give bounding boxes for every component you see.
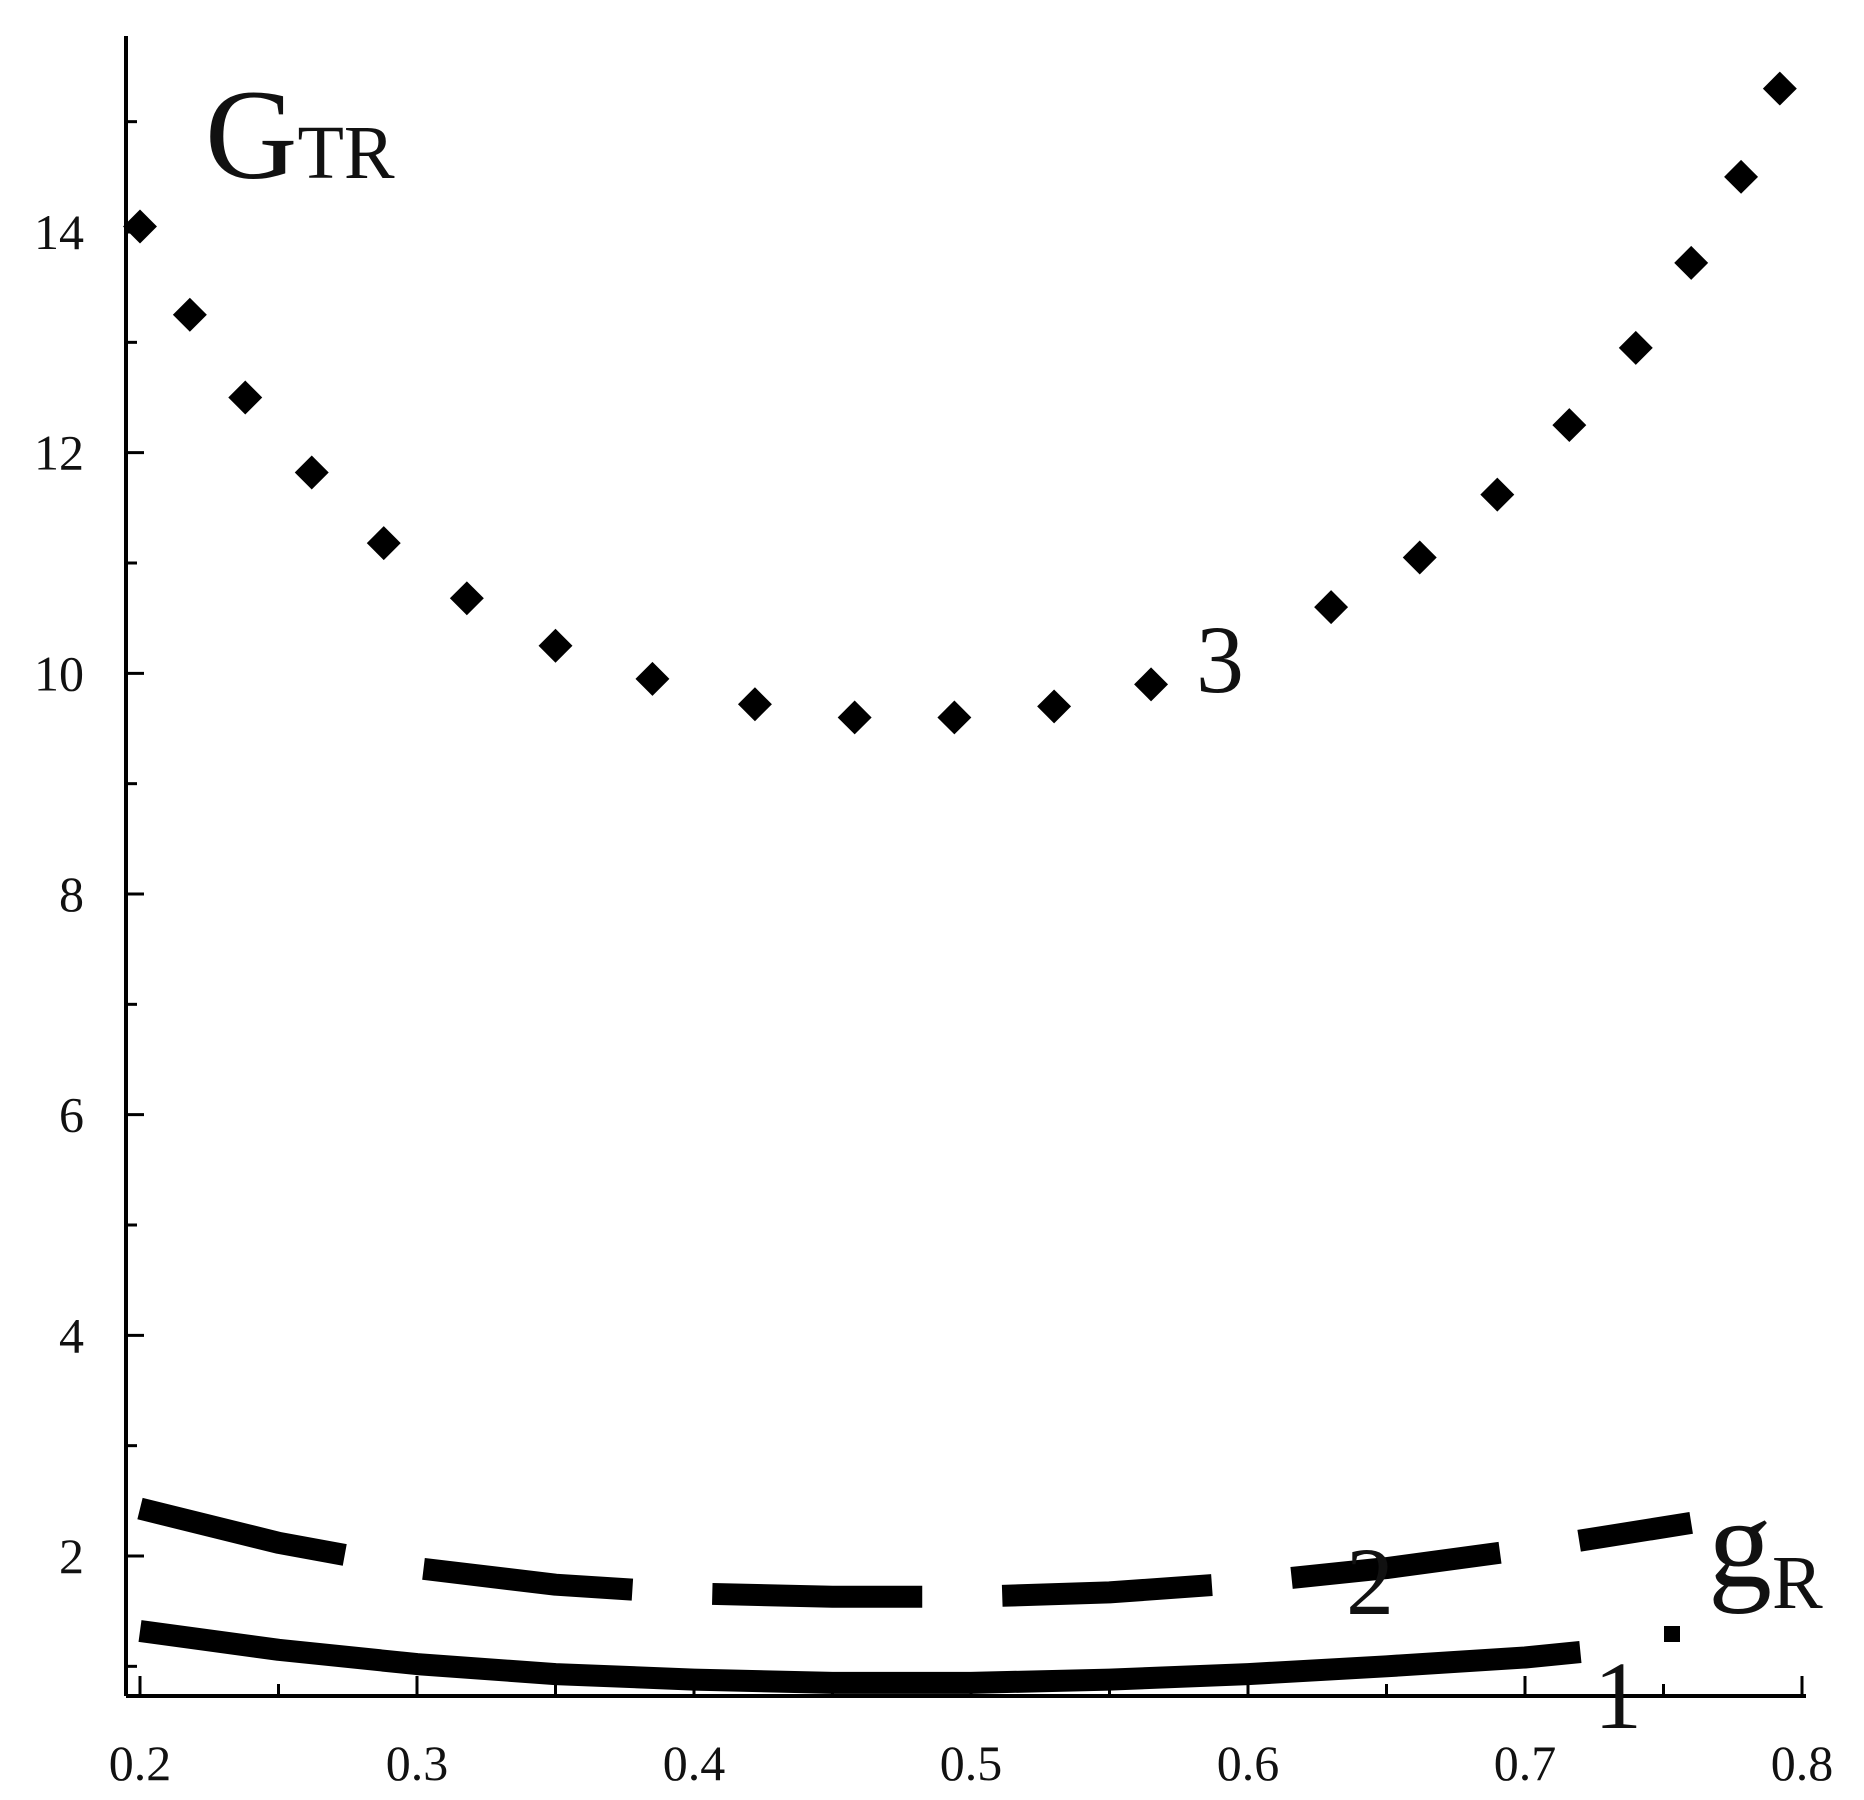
series-3-point bbox=[1724, 159, 1759, 194]
y-tick-label: 12 bbox=[34, 425, 84, 481]
x-tick-label: 0.4 bbox=[663, 1735, 726, 1791]
y-axis-title: GTR bbox=[205, 64, 395, 206]
series-3-point bbox=[228, 380, 263, 415]
series-3-point bbox=[449, 581, 484, 616]
series-3-point bbox=[937, 700, 972, 735]
series-3-point bbox=[635, 661, 670, 696]
series-3-point bbox=[1314, 590, 1349, 625]
series-3-point bbox=[1618, 330, 1653, 365]
curve-label-2: 2 bbox=[1346, 1528, 1394, 1635]
series-3-point bbox=[123, 209, 157, 244]
series-3-point bbox=[172, 297, 207, 332]
x-axis-title: gR bbox=[1708, 1472, 1823, 1625]
series-3-point bbox=[1480, 477, 1515, 512]
y-tick-label: 10 bbox=[34, 645, 84, 701]
series-3-point bbox=[1037, 689, 1072, 724]
series-3-point bbox=[1552, 408, 1587, 443]
series-3-point bbox=[837, 700, 872, 735]
axes bbox=[124, 36, 1806, 1698]
series-group bbox=[123, 71, 1797, 1694]
series-3-point bbox=[737, 687, 772, 722]
x-tick-label: 0.3 bbox=[386, 1735, 449, 1791]
x-tick-label: 0.2 bbox=[109, 1735, 172, 1791]
curve-label-1: 1 bbox=[1594, 1642, 1642, 1749]
series-2-line bbox=[137, 1497, 1693, 1608]
y-tick-label: 14 bbox=[34, 204, 84, 260]
series-3-point bbox=[1674, 245, 1709, 280]
y-axis-title-main: G bbox=[205, 64, 297, 206]
x-tick-label: 0.7 bbox=[1494, 1735, 1557, 1791]
series-3-point bbox=[366, 526, 401, 561]
y-tick-label: 6 bbox=[59, 1087, 84, 1143]
y-axis-title-sub: TR bbox=[297, 111, 394, 195]
x-axis-title-main: g bbox=[1708, 1472, 1772, 1614]
y-tick-label: 8 bbox=[59, 866, 84, 922]
x-tick-label: 0.5 bbox=[940, 1735, 1003, 1791]
series-3-point bbox=[1762, 71, 1797, 106]
curve-label-1-marker bbox=[1664, 1626, 1680, 1642]
series-3-point bbox=[1402, 540, 1437, 575]
x-axis-title-sub: R bbox=[1772, 1541, 1823, 1625]
y-tick-label: 2 bbox=[59, 1528, 84, 1584]
series-1-line bbox=[138, 1620, 1582, 1694]
curve-label-3: 3 bbox=[1196, 606, 1244, 713]
x-tick-label: 0.6 bbox=[1217, 1735, 1280, 1791]
series-3-point bbox=[1134, 667, 1169, 702]
y-tick-label: 4 bbox=[59, 1307, 84, 1363]
series-3-point bbox=[294, 455, 329, 490]
series-3-point bbox=[538, 628, 573, 663]
x-tick-label: 0.8 bbox=[1771, 1735, 1834, 1791]
